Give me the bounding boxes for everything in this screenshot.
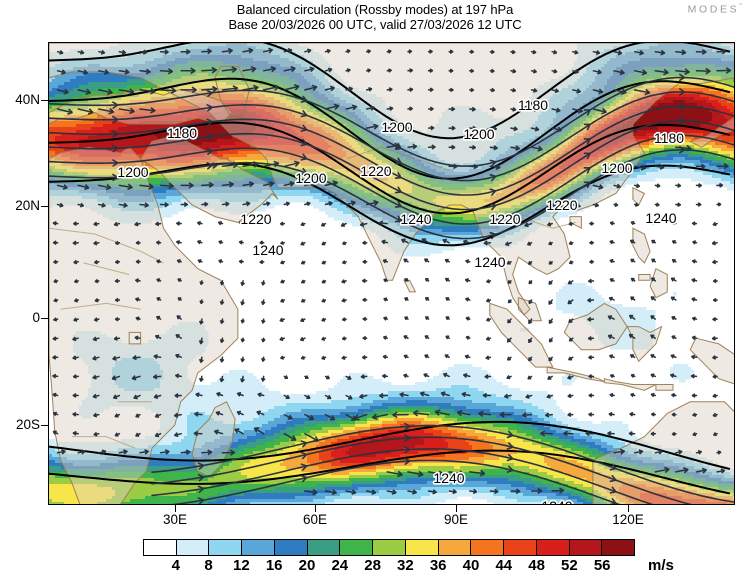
colorbar-units: m/s <box>648 557 674 574</box>
colorbar-tick-4: 4 <box>156 557 196 574</box>
colorbar-tick-8: 8 <box>189 557 229 574</box>
wind-vectors <box>52 47 732 496</box>
modes-logo: MODES° <box>688 3 742 16</box>
colorbar-tick-12: 12 <box>221 557 261 574</box>
colorbar-tick-24: 24 <box>320 557 360 574</box>
colorbar[interactable] <box>143 539 635 556</box>
colorbar-tick-56: 56 <box>582 557 622 574</box>
colorbar-tick-44: 44 <box>484 557 524 574</box>
colorbar-swatch-24 <box>340 540 374 555</box>
coastlines <box>49 43 734 504</box>
colorbar-tick-32: 32 <box>385 557 425 574</box>
colorbar-swatch-52 <box>569 540 603 555</box>
ytick-mark <box>41 318 48 319</box>
chart-subtitle: Base 20/03/2026 00 UTC, valid 27/03/2026… <box>0 17 750 32</box>
xtick-label-30e: 30E <box>145 512 205 527</box>
xtick-mark <box>628 505 629 512</box>
colorbar-tick-36: 36 <box>418 557 458 574</box>
xtick-mark <box>175 505 176 512</box>
colorbar-tick-28: 28 <box>353 557 393 574</box>
modes-logo-text: MODES <box>688 4 740 16</box>
colorbar-swatch-4 <box>176 540 210 555</box>
colorbar-swatch-20 <box>307 540 341 555</box>
map-plot-area[interactable]: 1180 1180 1200 1200 1200 1200 1220 1220 1220 1220… <box>48 42 735 505</box>
colorbar-swatch-40 <box>471 540 505 555</box>
windspeed-fill <box>49 43 734 504</box>
colorbar-swatch-32 <box>405 540 439 555</box>
ytick-label-20s: 20S <box>0 417 40 432</box>
modes-logo-mark: ° <box>739 3 742 10</box>
colorbar-swatch-28 <box>373 540 406 555</box>
colorbar-swatch-16 <box>274 540 308 555</box>
colorbar-swatch-44 <box>504 540 537 555</box>
xtick-mark <box>456 505 457 512</box>
xtick-label-60e: 60E <box>285 512 345 527</box>
chart-title: Balanced circulation (Rossby modes) at 1… <box>0 2 750 17</box>
colorbar-swatch-12 <box>242 540 275 555</box>
xtick-label-120e: 120E <box>598 512 658 527</box>
xtick-label-90e: 90E <box>426 512 486 527</box>
colorbar-tick-16: 16 <box>254 557 294 574</box>
ytick-mark <box>41 425 48 426</box>
colorbar-tick-48: 48 <box>517 557 557 574</box>
colorbar-tick-20: 20 <box>287 557 327 574</box>
colorbar-swatch-56 <box>602 540 635 555</box>
ytick-label-0: 0 <box>0 310 40 325</box>
colorbar-tick-40: 40 <box>451 557 491 574</box>
ytick-label-40n: 40N <box>0 92 40 107</box>
xtick-mark <box>315 505 316 512</box>
ytick-mark <box>41 100 48 101</box>
colorbar-swatch-36 <box>438 540 472 555</box>
colorbar-swatch-48 <box>536 540 570 555</box>
colorbar-swatch-0 <box>144 540 177 555</box>
ytick-label-20n: 20N <box>0 198 40 213</box>
colorbar-swatch-8 <box>209 540 243 555</box>
colorbar-tick-52: 52 <box>549 557 589 574</box>
ytick-mark <box>41 206 48 207</box>
chart-title-block: Balanced circulation (Rossby modes) at 1… <box>0 2 750 32</box>
